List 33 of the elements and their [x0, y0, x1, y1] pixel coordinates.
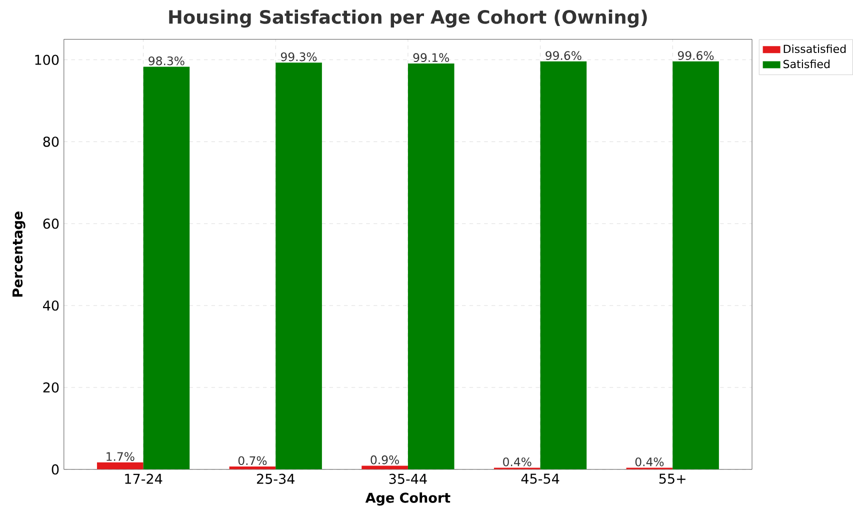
x-tick-label: 55+	[659, 474, 686, 484]
x-tick-label: 25-34	[256, 474, 295, 484]
bar	[362, 466, 408, 470]
y-axis-title: Percentage	[12, 211, 26, 297]
x-tick-label: 35-44	[389, 474, 427, 484]
y-tick-label: 60	[43, 218, 59, 229]
chart-title: Housing Satisfaction per Age Cohort (Owning)	[169, 10, 647, 28]
data-label: 0.4%	[503, 457, 532, 466]
data-label: 99.3%	[280, 52, 317, 62]
bar	[408, 63, 454, 470]
bar	[143, 66, 190, 470]
legend-label: Dissatisfied	[784, 44, 846, 53]
bar	[276, 62, 322, 470]
y-tick-label: 80	[43, 136, 59, 147]
data-label: 98.3%	[148, 56, 184, 66]
legend-label: Satisfied	[783, 60, 830, 68]
data-label: 0.7%	[238, 456, 267, 465]
data-label: 99.6%	[546, 51, 582, 60]
bar	[672, 61, 719, 470]
data-label: 99.6%	[678, 51, 714, 60]
y-tick-label: 40	[43, 300, 59, 311]
y-tick-label: 0	[52, 464, 59, 474]
data-label: 0.9%	[370, 455, 399, 464]
y-tick-label: 100	[35, 54, 59, 65]
data-label: 0.4%	[635, 457, 664, 466]
x-tick-label: 45-54	[521, 474, 560, 484]
data-label: 99.1%	[413, 53, 450, 62]
x-tick-label: 17-24	[125, 474, 162, 484]
data-label: 1.7%	[106, 452, 134, 461]
bar	[540, 61, 587, 470]
y-tick-label: 20	[43, 382, 59, 393]
bar	[96, 462, 144, 470]
x-axis-title: Age Cohort	[365, 492, 450, 506]
